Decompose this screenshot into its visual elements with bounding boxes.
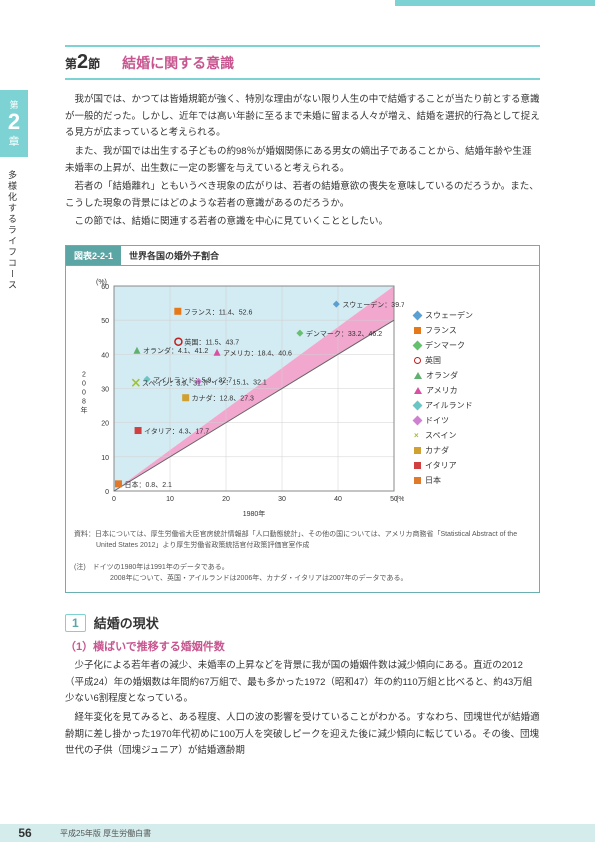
intro-paragraph-4: この節では、結婚に関連する若者の意識を中心に見ていくこととしたい。	[65, 214, 540, 231]
chapter-number: 2	[8, 111, 20, 133]
intro-paragraph-2: また、我が国では出生する子どもの約98％が婚姻関係にある男女の嫡出子であることか…	[65, 144, 540, 177]
footer-text: 平成25年版 厚生労働白書	[60, 828, 151, 839]
legend-label: イタリア	[425, 460, 457, 471]
legend-marker-icon	[413, 416, 423, 426]
figure-notes: (注) ドイツの1980年は1991年のデータである。 2008年について、英国…	[66, 559, 539, 592]
chapter-tab: 第 2 章	[0, 90, 28, 157]
intro-paragraph-1: 我が国では、かつては皆婚規範が強く、特別な理由がない限り人生の中で結婚することが…	[65, 92, 540, 142]
legend-label: 英国	[425, 355, 441, 366]
legend-marker-icon: ×	[414, 432, 421, 439]
svg-text:デンマーク：33.2、46.2: デンマーク：33.2、46.2	[306, 329, 382, 338]
legend-label: フランス	[425, 325, 457, 336]
svg-text:20: 20	[101, 421, 109, 428]
svg-text:30: 30	[278, 496, 286, 503]
sub-paragraph-1: 少子化による若年者の減少、未婚率の上昇などを背景に我が国の婚姻件数は減少傾向にあ…	[65, 658, 540, 708]
legend-item: オランダ	[414, 370, 531, 381]
svg-text:年: 年	[81, 406, 88, 415]
legend-marker-icon	[414, 327, 421, 334]
legend-item: イタリア	[414, 460, 531, 471]
svg-text:(%): (%)	[96, 279, 107, 286]
svg-text:カナダ：12.8、27.3: カナダ：12.8、27.3	[192, 394, 254, 403]
legend-marker-icon	[414, 387, 422, 394]
svg-text:スウェーデン：39.7、54.7: スウェーデン：39.7、54.7	[342, 300, 404, 309]
legend-marker-icon	[413, 311, 423, 321]
legend-label: スウェーデン	[425, 310, 473, 321]
legend-item: アイルランド	[414, 400, 531, 411]
scatter-chart: 010203040500102030405060(%)(%)1980年2008年…	[74, 274, 404, 522]
section-title: 結婚に関する意識	[122, 53, 234, 73]
legend-marker-icon	[413, 341, 423, 351]
svg-text:10: 10	[101, 455, 109, 462]
svg-text:(%): (%)	[396, 496, 404, 503]
chapter-vertical-title: 多様化するライフコース	[6, 170, 19, 291]
top-accent-bar	[395, 0, 595, 6]
svg-text:英国：11.5、43.7: 英国：11.5、43.7	[184, 338, 239, 347]
svg-text:30: 30	[101, 387, 109, 394]
legend-item: フランス	[414, 325, 531, 336]
legend-marker-icon	[414, 372, 422, 379]
subsection-title: 結婚の現状	[94, 613, 159, 632]
svg-text:1980年: 1980年	[243, 509, 266, 518]
page-footer: 56 平成25年版 厚生労働白書	[0, 824, 595, 842]
legend-label: ドイツ	[425, 415, 449, 426]
svg-text:20: 20	[222, 496, 230, 503]
svg-text:40: 40	[334, 496, 342, 503]
chart-legend: スウェーデンフランスデンマーク英国オランダアメリカアイルランドドイツ × スペインカ…	[404, 274, 531, 522]
svg-text:8: 8	[82, 399, 86, 406]
legend-item: アメリカ	[414, 385, 531, 396]
chapter-label-suffix: 章	[9, 133, 20, 149]
section-number: 第2節	[65, 51, 100, 74]
figure-source: 資料：日本については、厚生労働省大臣官房統計情報部「人口動態統計」、その他の国に…	[66, 526, 539, 559]
figure-title: 世界各国の婚外子割合	[121, 246, 227, 265]
figure-label: 図表2-2-1	[66, 246, 121, 265]
legend-label: アメリカ	[426, 385, 458, 396]
svg-text:50: 50	[101, 318, 109, 325]
svg-text:0: 0	[82, 390, 86, 397]
subsection-badge: 1	[65, 614, 86, 632]
legend-item: カナダ	[414, 445, 531, 456]
svg-text:オランダ：4.1、41.2: オランダ：4.1、41.2	[143, 346, 208, 355]
svg-text:ドイツ：15.1、32.1: ドイツ：15.1、32.1	[205, 379, 267, 386]
svg-text:スペイン：3.9、31.7: スペイン：3.9、31.7	[142, 380, 207, 388]
svg-text:2: 2	[82, 372, 86, 379]
legend-item: 英国	[414, 355, 531, 366]
legend-marker-icon	[413, 401, 423, 411]
legend-marker-icon	[414, 477, 421, 484]
svg-text:0: 0	[105, 489, 109, 496]
legend-marker-icon	[414, 462, 421, 469]
svg-text:イタリア：4.3、17.7: イタリア：4.3、17.7	[144, 427, 209, 436]
svg-text:アメリカ：18.4、40.6: アメリカ：18.4、40.6	[223, 349, 292, 357]
legend-label: オランダ	[426, 370, 458, 381]
content-area: 第2節 結婚に関する意識 我が国では、かつては皆婚規範が強く、特別な理由がない限…	[65, 45, 540, 762]
svg-text:40: 40	[101, 352, 109, 359]
svg-text:10: 10	[166, 496, 174, 503]
legend-item: デンマーク	[414, 340, 531, 351]
legend-marker-icon	[414, 447, 421, 454]
legend-label: スペイン	[425, 430, 456, 441]
figure-header: 図表2-2-1 世界各国の婚外子割合	[66, 246, 539, 266]
intro-paragraph-3: 若者の「結婚離れ」ともいうべき現象の広がりは、若者の結婚意欲の喪失を意味している…	[65, 179, 540, 212]
legend-label: 日本	[425, 475, 441, 486]
svg-text:フランス：11.4、52.6: フランス：11.4、52.6	[184, 308, 253, 316]
svg-text:0: 0	[112, 496, 116, 503]
subsub-title: （1）横ばいで推移する婚姻件数	[65, 638, 540, 654]
legend-item: 日本	[414, 475, 531, 486]
legend-label: カナダ	[425, 445, 449, 456]
subsection-1: 1 結婚の現状 （1）横ばいで推移する婚姻件数 少子化による若年者の減少、未婚率…	[65, 613, 540, 760]
svg-text:0: 0	[82, 381, 86, 388]
page-number: 56	[0, 826, 50, 840]
legend-item: スウェーデン	[414, 310, 531, 321]
svg-text:日本：0.8、2.1: 日本：0.8、2.1	[124, 480, 172, 489]
legend-label: デンマーク	[425, 340, 465, 351]
legend-item: ドイツ	[414, 415, 531, 426]
section-header: 第2節 結婚に関する意識	[65, 45, 540, 80]
legend-label: アイルランド	[425, 400, 473, 411]
sub-paragraph-2: 経年変化を見てみると、ある程度、人口の波の影響を受けていることがわかる。すなわち…	[65, 710, 540, 760]
legend-item: × スペイン	[414, 430, 531, 441]
legend-marker-icon	[414, 357, 421, 364]
figure-2-2-1: 図表2-2-1 世界各国の婚外子割合 010203040500102030405…	[65, 245, 540, 593]
